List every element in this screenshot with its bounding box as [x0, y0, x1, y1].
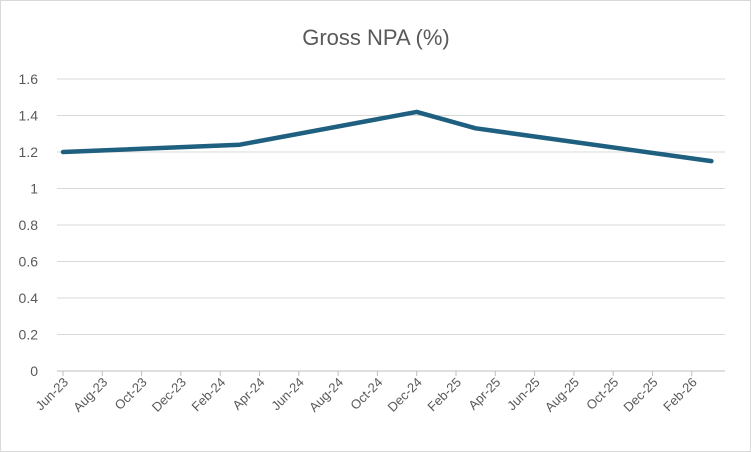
y-tick-label: 0.8	[19, 217, 39, 233]
x-tick-label: Oct-25	[583, 375, 621, 413]
x-tick-label: Apr-24	[229, 375, 267, 413]
y-axis-ticks: 0 0.2 0.4 0.6 0.8 1 1.2 1.4 1.6	[19, 71, 39, 379]
x-tick-label: Jun-24	[268, 375, 307, 414]
x-tick-label: Feb-26	[660, 375, 700, 415]
y-tick-label: 1.4	[19, 108, 39, 124]
x-tick-label: Dec-24	[385, 375, 425, 415]
x-axis-ticks: Jun-23 Aug-23 Oct-23 Dec-23 Feb-24 Apr-24 Jun-…	[32, 371, 700, 415]
x-tick-label: Feb-25	[424, 375, 464, 415]
x-tick-label: Aug-24	[306, 375, 346, 415]
y-tick-label: 0.4	[19, 290, 39, 306]
y-tick-label: 1.2	[19, 144, 39, 160]
x-tick-label: Dec-25	[620, 375, 660, 415]
x-tick-label: Feb-24	[189, 375, 229, 415]
gridlines	[57, 78, 725, 372]
x-tick-label: Jun-25	[504, 375, 543, 414]
x-tick-label: Apr-25	[465, 375, 503, 413]
y-tick-label: 0	[30, 363, 38, 379]
series-line	[60, 109, 714, 164]
x-tick-label: Oct-23	[112, 375, 150, 413]
x-tick-label: Dec-23	[149, 375, 189, 415]
x-tick-label: Jun-23	[32, 375, 71, 414]
y-tick-label: 0.2	[19, 327, 39, 343]
y-tick-label: 1.6	[19, 71, 39, 87]
x-tick-label: Aug-23	[70, 375, 110, 415]
chart-title: Gross NPA (%)	[302, 25, 450, 50]
x-tick-label: Oct-24	[347, 375, 385, 413]
y-tick-label: 1	[30, 181, 38, 197]
series-layer	[60, 109, 714, 164]
x-tick-label: Aug-25	[542, 375, 582, 415]
y-tick-label: 0.6	[19, 254, 39, 270]
